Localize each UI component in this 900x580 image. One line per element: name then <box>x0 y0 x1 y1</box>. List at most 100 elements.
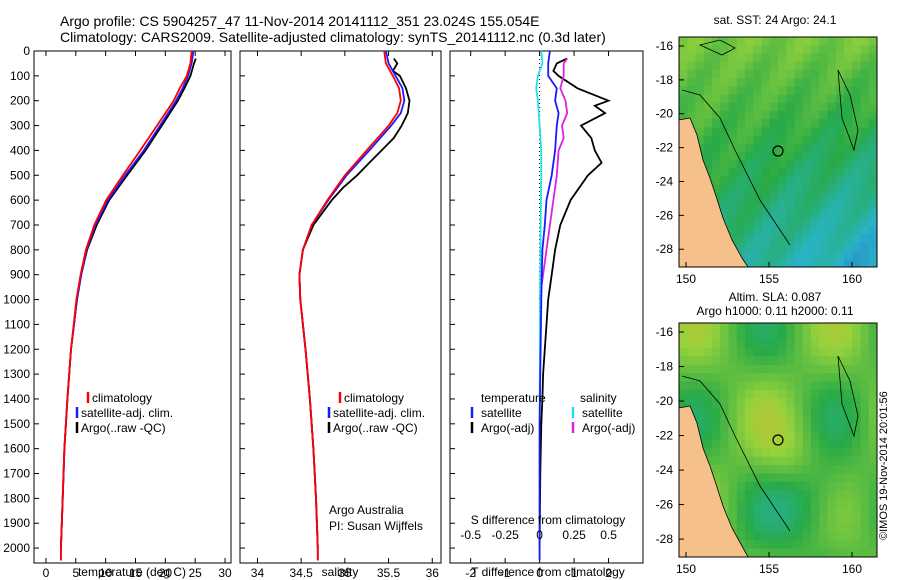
map-cell <box>712 423 721 433</box>
map-cell <box>819 356 829 366</box>
map-cell <box>745 540 754 550</box>
map-cell <box>860 45 870 54</box>
map-cell <box>860 201 870 211</box>
map-cell <box>778 406 787 416</box>
map-cell <box>835 78 845 87</box>
map-cell <box>811 135 820 145</box>
map-cell <box>860 119 870 128</box>
map-cell <box>811 423 820 433</box>
map-cell <box>703 406 713 416</box>
map-cell <box>794 201 804 211</box>
map-cell <box>852 37 862 46</box>
map-cell <box>868 69 877 79</box>
map-cell <box>712 440 721 449</box>
map-cell <box>712 406 721 416</box>
map-cell <box>835 127 845 137</box>
salinity-xlabel: salinity <box>322 565 359 579</box>
map-cell <box>835 110 845 120</box>
map-cell <box>819 94 829 104</box>
map-cell <box>720 86 730 96</box>
map-cell <box>827 176 837 186</box>
map-cell <box>695 45 705 54</box>
map-cell <box>745 548 754 557</box>
map-cell <box>745 78 754 87</box>
map-cell <box>761 339 771 349</box>
map-cell <box>745 242 754 252</box>
depth-tick-label: 600 <box>10 193 30 207</box>
map-cell <box>728 481 738 491</box>
map-cell <box>860 242 870 252</box>
map-cell <box>786 45 796 54</box>
map-cell <box>720 389 730 399</box>
map-cell <box>868 465 877 475</box>
map-cell <box>736 152 746 161</box>
difference-panel: -2 -1 0 1 2 -0.5 -0.25 0 0.25 0.5 S difference f… <box>449 50 644 580</box>
map-cell <box>860 364 870 374</box>
map-cell <box>802 398 812 408</box>
map-cell <box>819 339 829 349</box>
map-cell <box>860 323 870 332</box>
map-cell <box>802 531 812 541</box>
map-cell <box>778 217 787 227</box>
map-cell <box>761 53 771 63</box>
map-cell <box>736 102 746 112</box>
map-cell <box>745 331 754 341</box>
map-cell <box>844 250 853 260</box>
map-cell <box>868 356 877 366</box>
map-cell <box>802 348 812 358</box>
map-cell <box>827 94 837 104</box>
map-cell <box>720 498 730 508</box>
map-cell <box>827 406 837 416</box>
map-cell <box>687 110 697 120</box>
map-cell <box>794 473 804 483</box>
map-cell <box>844 184 853 194</box>
map-cell <box>786 414 796 424</box>
map-cell <box>835 61 845 71</box>
map-cell <box>728 406 738 416</box>
sst-map-axes: 150 155 160 -16 -18 -20 -22 -24 -26 -28 <box>656 39 863 286</box>
map-cell <box>827 110 837 120</box>
map-cell <box>844 473 853 483</box>
map-cell <box>852 152 862 161</box>
depth-tick-label: 300 <box>10 119 30 133</box>
map-cell <box>860 110 870 120</box>
map-cell <box>852 86 862 96</box>
map-cell <box>778 364 787 374</box>
map-cell <box>827 440 837 449</box>
map-cell <box>786 540 796 550</box>
map-cell <box>778 201 787 211</box>
map-cell <box>703 389 713 399</box>
map-cell <box>811 234 820 243</box>
map-cell <box>819 86 829 96</box>
map-cell <box>802 152 812 161</box>
map-cell <box>786 201 796 211</box>
map-cell <box>852 548 862 557</box>
map-cell <box>703 331 713 341</box>
map-cell <box>852 540 862 550</box>
map-cell <box>679 364 688 374</box>
map-cell <box>868 193 877 202</box>
map-cell <box>794 250 804 260</box>
map-cell <box>794 258 804 267</box>
map-cell <box>794 481 804 491</box>
map-cell <box>712 160 721 169</box>
map-cell <box>736 94 746 104</box>
map-cell <box>827 135 837 145</box>
map-cell <box>695 53 705 63</box>
map-cell <box>745 225 754 235</box>
map-cell <box>761 94 771 104</box>
map-cell <box>712 37 721 46</box>
map-cell <box>769 53 779 63</box>
map-cell <box>835 348 845 358</box>
map-cell <box>736 168 746 178</box>
map-cell <box>852 209 862 219</box>
map-cell <box>695 94 705 104</box>
map-cell <box>860 78 870 87</box>
map-cell <box>852 490 862 500</box>
map-cell <box>761 406 771 416</box>
map-cell <box>802 234 812 243</box>
map-cell <box>728 456 738 466</box>
map-cell <box>786 364 796 374</box>
map-cell <box>802 143 812 153</box>
map-cell <box>786 119 796 128</box>
